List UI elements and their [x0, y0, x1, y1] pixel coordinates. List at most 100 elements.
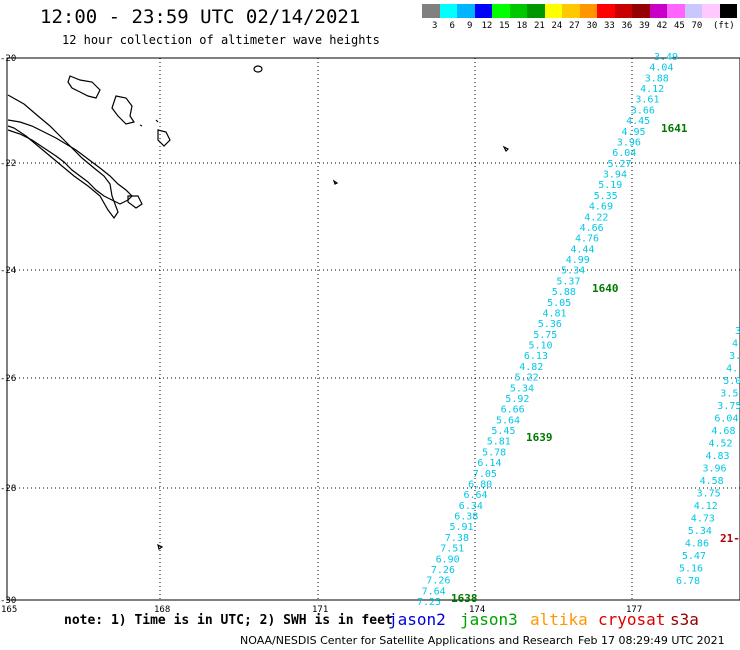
legend-swatch	[422, 4, 440, 18]
swh-value: 4.66	[580, 223, 604, 234]
matthew-island	[502, 145, 510, 153]
swh-value: 5.34	[688, 526, 712, 537]
walpole-island	[253, 65, 263, 73]
legend-swatch	[474, 4, 492, 18]
swh-value: 3.5	[720, 389, 738, 400]
legend-swatch	[544, 4, 562, 18]
swh-value: 3.94	[603, 170, 627, 181]
loyalty-island-1	[67, 75, 101, 99]
satellite-s3a: s3a	[670, 610, 699, 629]
legend-label: 42	[656, 21, 668, 31]
footer-note: note: 1) Time is in UTC; 2) SWH is in fe…	[64, 613, 393, 628]
legend-label: 70	[691, 21, 703, 31]
latitude-labels: -20 -22 -24 -26 -28 -30	[0, 54, 16, 606]
swh-value: 4.12	[694, 501, 718, 512]
swh-value: 7.26	[431, 565, 455, 576]
legend-swatch	[719, 4, 737, 18]
swh-value: 5.47	[682, 551, 706, 562]
generated-timestamp: Feb 17 08:29:49 UTC 2021	[578, 634, 725, 647]
swh-value: 7.26	[426, 576, 450, 587]
swh-value: 4.45	[626, 116, 650, 127]
swh-value: 5.05	[547, 298, 571, 309]
swh-value: 5.16	[679, 564, 703, 575]
legend-label: 36	[621, 21, 633, 31]
swh-value: 5.0	[723, 376, 740, 387]
altimeter-track-east: 3.4.3.4.5.03.53.756.044.684.524.833.964.…	[676, 326, 740, 587]
map-title: 12:00 - 23:59 UTC 02/14/2021	[40, 6, 361, 28]
color-legend: 3 6 9 12 15 18 21 24 27 30 33 36 39 42 45 70 (ft)	[422, 4, 737, 31]
swh-value: 5.78	[482, 447, 506, 458]
map-subtitle: 12 hour collection of altimeter wave hei…	[62, 33, 380, 47]
lat-label: -30	[0, 596, 16, 606]
legend-unit: (ft)	[713, 21, 735, 31]
swh-value: 6.13	[524, 351, 548, 362]
legend-label: 24	[551, 21, 563, 31]
swh-value: 4.86	[685, 539, 709, 550]
swh-value: 3.	[735, 326, 740, 337]
new-caledonia-inner-reef	[7, 94, 119, 220]
swh-value: 3.49	[654, 52, 678, 63]
legend-swatch	[457, 4, 475, 18]
swh-value: 4.	[732, 339, 740, 350]
longitude-labels: 165 168 171 174 177	[1, 605, 642, 615]
swh-value: 6.34	[459, 501, 483, 512]
legend-swatch	[527, 4, 545, 18]
swh-value: 3.88	[645, 73, 669, 84]
swh-value: 4.81	[543, 309, 567, 320]
swh-value: 4.76	[575, 234, 599, 245]
legend-label: 33	[604, 21, 615, 31]
swh-value: 7.64	[422, 586, 446, 597]
legend-label: 39	[639, 21, 650, 31]
legend-label: 15	[499, 21, 510, 31]
loyalty-island-2	[111, 95, 135, 125]
legend-swatch	[597, 4, 615, 18]
swh-value: 5.92	[505, 394, 529, 405]
swh-value: 5.36	[538, 319, 562, 330]
swh-value: 5.34	[510, 383, 534, 394]
lon-label: 165	[1, 605, 17, 615]
isle-of-pines	[127, 195, 143, 209]
swh-value: 4.82	[519, 362, 543, 373]
swh-value: 5.45	[491, 426, 515, 437]
pass-label: 21-	[720, 532, 740, 545]
swh-value: 3.	[729, 351, 740, 362]
legend-swatch	[667, 4, 685, 18]
legend-swatch	[684, 4, 702, 18]
swh-value: 3.96	[617, 138, 641, 149]
swh-value: 6.38	[454, 512, 478, 523]
swh-value: 7.51	[440, 544, 464, 555]
legend-swatch	[614, 4, 632, 18]
swh-value: 6.04	[714, 414, 738, 425]
swh-value: 6.78	[676, 576, 700, 587]
lat-label: -26	[0, 374, 16, 384]
legend-swatch	[562, 4, 580, 18]
legend-label: 18	[516, 21, 528, 31]
swh-value: 3.75	[697, 489, 721, 500]
swh-value: 5.34	[561, 266, 585, 277]
pass-label: 1639	[526, 431, 553, 444]
swh-value: 6.04	[612, 148, 636, 159]
lat-label: -24	[0, 266, 16, 276]
swh-value: 3.61	[635, 95, 659, 106]
satellite-altika: altika	[530, 610, 588, 629]
swh-value: 5.22	[515, 373, 539, 384]
swh-value: 6.90	[436, 554, 460, 565]
pass-label: 1641	[661, 122, 688, 135]
new-caledonia-coast	[7, 119, 133, 205]
map-frame	[6, 57, 740, 601]
swh-value: 4.04	[649, 63, 673, 74]
legend-label: 30	[586, 21, 598, 31]
legend-label: 6	[449, 21, 455, 31]
legend-swatch	[439, 4, 457, 18]
coastline	[7, 65, 510, 550]
swh-value: 6.80	[468, 480, 492, 491]
swh-value: 3.96	[703, 464, 727, 475]
swh-value: 6.66	[501, 405, 525, 416]
lat-label: -22	[0, 159, 16, 169]
lon-label: 171	[312, 605, 328, 615]
satellite-jason2: jason2	[388, 610, 446, 629]
swh-value: 5.91	[450, 522, 474, 533]
pass-label: 1640	[592, 282, 619, 295]
legend-swatch	[632, 4, 650, 18]
